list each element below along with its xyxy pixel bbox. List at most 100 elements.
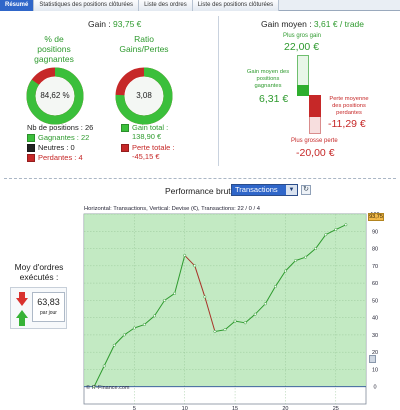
x-tick-label: 25 (333, 406, 339, 410)
series-segment (144, 315, 155, 325)
pct-ring-chart (26, 67, 84, 125)
perte-totale-label: Perte totale : (132, 143, 175, 152)
series-segment (315, 234, 327, 249)
loss-bar-fill (309, 95, 321, 117)
ratio-ring-arc (115, 67, 173, 125)
data-point (304, 255, 308, 259)
gain-line: Gain : 93,75 € (88, 19, 141, 29)
gain-moyen-label: Gain moyen : (261, 19, 314, 29)
y-tick-label: 90 (372, 229, 378, 235)
series-segment (194, 265, 206, 298)
moy-ordres-label: Moy d'ordres exécutés : (7, 262, 71, 282)
scroll-handle[interactable] (369, 355, 376, 363)
perte-moyenne-label: Perte moyenne des positions perdantes (324, 96, 374, 117)
legend-neutres: Neutres : 0 (27, 143, 75, 152)
ratio-title-1: Ratio (134, 34, 154, 44)
pct-value: 84,62 % (40, 91, 70, 100)
legend-perte-totale: Perte totale : -45,15 € (121, 143, 175, 161)
legend-gain-total: Gain total : 138,90 € (121, 123, 168, 141)
data-point (283, 269, 287, 273)
tab-liste-positions[interactable]: Liste des positions clôturées (192, 0, 280, 11)
data-point (173, 292, 177, 295)
series-segment (224, 320, 236, 331)
arrow-down-red (16, 292, 28, 306)
series-segment (254, 303, 266, 315)
ratio-ring-center (125, 77, 163, 115)
data-point (122, 333, 126, 337)
arrow-up-green (16, 310, 28, 326)
data-point (163, 298, 167, 302)
moy-ordres-2: exécutés : (19, 272, 59, 282)
x-tick-label: 10 (182, 406, 188, 410)
y-tick-label: 40 (372, 316, 378, 322)
data-point (324, 233, 328, 237)
gain-label: Gain : (88, 19, 114, 29)
data-point (203, 295, 207, 299)
ratio-title: Ratio Gains/Pertes (112, 34, 176, 54)
last-value-badge: 93,75 (368, 213, 384, 221)
pct-title: % de positions gagnantes (22, 34, 86, 64)
tab-liste-ordres[interactable]: Liste des ordres (139, 0, 193, 11)
series-segment (113, 334, 125, 346)
series-segment (174, 255, 186, 294)
series-segment (93, 365, 105, 387)
y-tick-label: 50 (372, 298, 378, 304)
data-point (253, 312, 257, 316)
ratio-ring-chart (115, 67, 173, 125)
data-point (334, 228, 338, 231)
data-point (102, 364, 106, 368)
pct-title-3: gagnantes (34, 54, 74, 64)
neutres-label: Neutres : 0 (38, 143, 75, 152)
gain-moyen-positions-label: Gain moyen des positions gagnantes (244, 69, 292, 90)
gain-total-label: Gain total : (132, 123, 169, 132)
red-square-icon (121, 144, 129, 152)
data-point (132, 326, 136, 330)
pct-title-2: positions (37, 44, 71, 54)
data-point (273, 285, 277, 288)
chart-header: Horizontal: Transactions, Vertical: Devi… (84, 206, 260, 212)
series-segment (325, 229, 337, 236)
legend-gagnantes: Gagnantes : 22 (27, 133, 89, 142)
data-point (142, 323, 146, 326)
y-tick-label: 70 (372, 264, 378, 270)
gain-bar-fill (297, 85, 309, 96)
green-square-icon (121, 124, 129, 132)
watermark: © IT-Finance.com (86, 385, 130, 391)
series-segment (154, 300, 165, 317)
gain-moyen-value: 3,61 € / trade (313, 19, 365, 29)
data-point (183, 254, 187, 257)
refresh-button[interactable]: ↻ (301, 185, 311, 195)
data-point (193, 264, 197, 268)
perte-moy-3: perdantes (336, 110, 362, 116)
tab-bar: Résumé Statistiques des positions clôtur… (0, 0, 400, 11)
tab-resume[interactable]: Résumé (0, 0, 35, 11)
arrows-icon (16, 292, 28, 326)
perte-moy-1: Perte moyenne (329, 96, 369, 102)
gain-value: 93,75 € (113, 19, 142, 29)
perte-moy-value: -11,29 € (328, 118, 366, 130)
pct-ring-arc (26, 67, 84, 125)
y-tick-label: 80 (372, 247, 378, 253)
plus-grosse-perte-label: Plus grosse perte (291, 138, 338, 144)
series-segment (214, 329, 226, 332)
y-tick-label: 30 (372, 333, 378, 339)
green-square-icon (27, 133, 35, 142)
gain-moyen-pos-3: gagnantes (254, 83, 282, 89)
x-tick-label: 5 (133, 406, 136, 410)
pct-title-1: % de (44, 34, 64, 44)
chevron-down-icon[interactable]: ▼ (286, 185, 297, 195)
gain-moyen-pos-2: positions (256, 76, 280, 82)
gain-total-value: 138,90 € (132, 132, 162, 141)
red-square-icon (27, 153, 35, 162)
orders-panel: 63,83 par jour (10, 287, 67, 329)
plus-grosse-perte-value: -20,00 € (296, 147, 335, 159)
black-square-icon (27, 143, 35, 152)
orders-value-box: 63,83 par jour (32, 292, 65, 322)
plus-gros-gain-label: Plus gros gain (283, 33, 322, 39)
perte-moy-2: des positions (332, 103, 366, 109)
performance-select[interactable]: Transactions ▼ (231, 184, 298, 196)
plus-gros-gain-value: 22,00 € (284, 41, 320, 53)
tab-stats-positions[interactable]: Statistiques des positions clôturées (34, 0, 140, 11)
data-point (294, 259, 297, 263)
perdantes-label: Perdantes : 4 (38, 153, 83, 162)
